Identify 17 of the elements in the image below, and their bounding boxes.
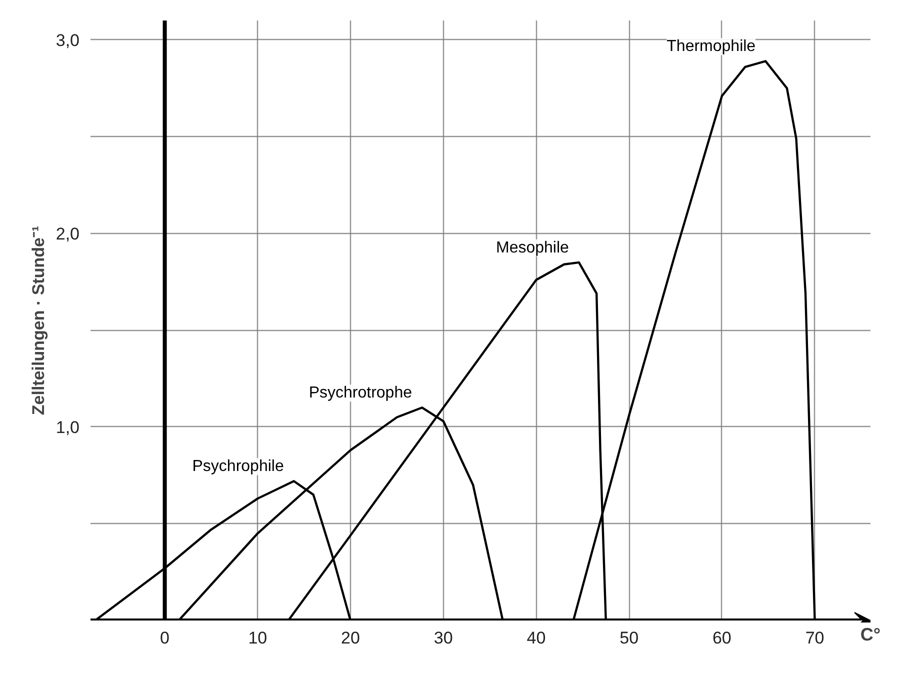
- series-label: Psychrotrophe: [308, 384, 412, 402]
- series-label: Psychrophile: [192, 458, 284, 476]
- y-axis-title: Zellteilungen · Stunde⁻¹: [28, 226, 48, 416]
- x-tick-label: 0: [160, 628, 170, 648]
- x-tick-label: 30: [434, 628, 453, 648]
- x-tick-label: 10: [248, 628, 268, 648]
- series-label: Mesophile: [496, 239, 570, 256]
- series-label: Thermophile: [666, 38, 756, 56]
- y-tick-label: 2,0: [56, 224, 80, 244]
- x-tick-label: 20: [341, 628, 360, 648]
- y-tick-label: 1,0: [56, 418, 80, 437]
- x-tick-label: 60: [712, 628, 732, 648]
- x-tick-label: 40: [526, 628, 546, 648]
- y-tick-label: 3,0: [56, 30, 80, 50]
- x-axis-title: C°: [860, 624, 881, 644]
- x-tick-label: 70: [805, 628, 824, 648]
- x-tick-label: 50: [620, 628, 639, 648]
